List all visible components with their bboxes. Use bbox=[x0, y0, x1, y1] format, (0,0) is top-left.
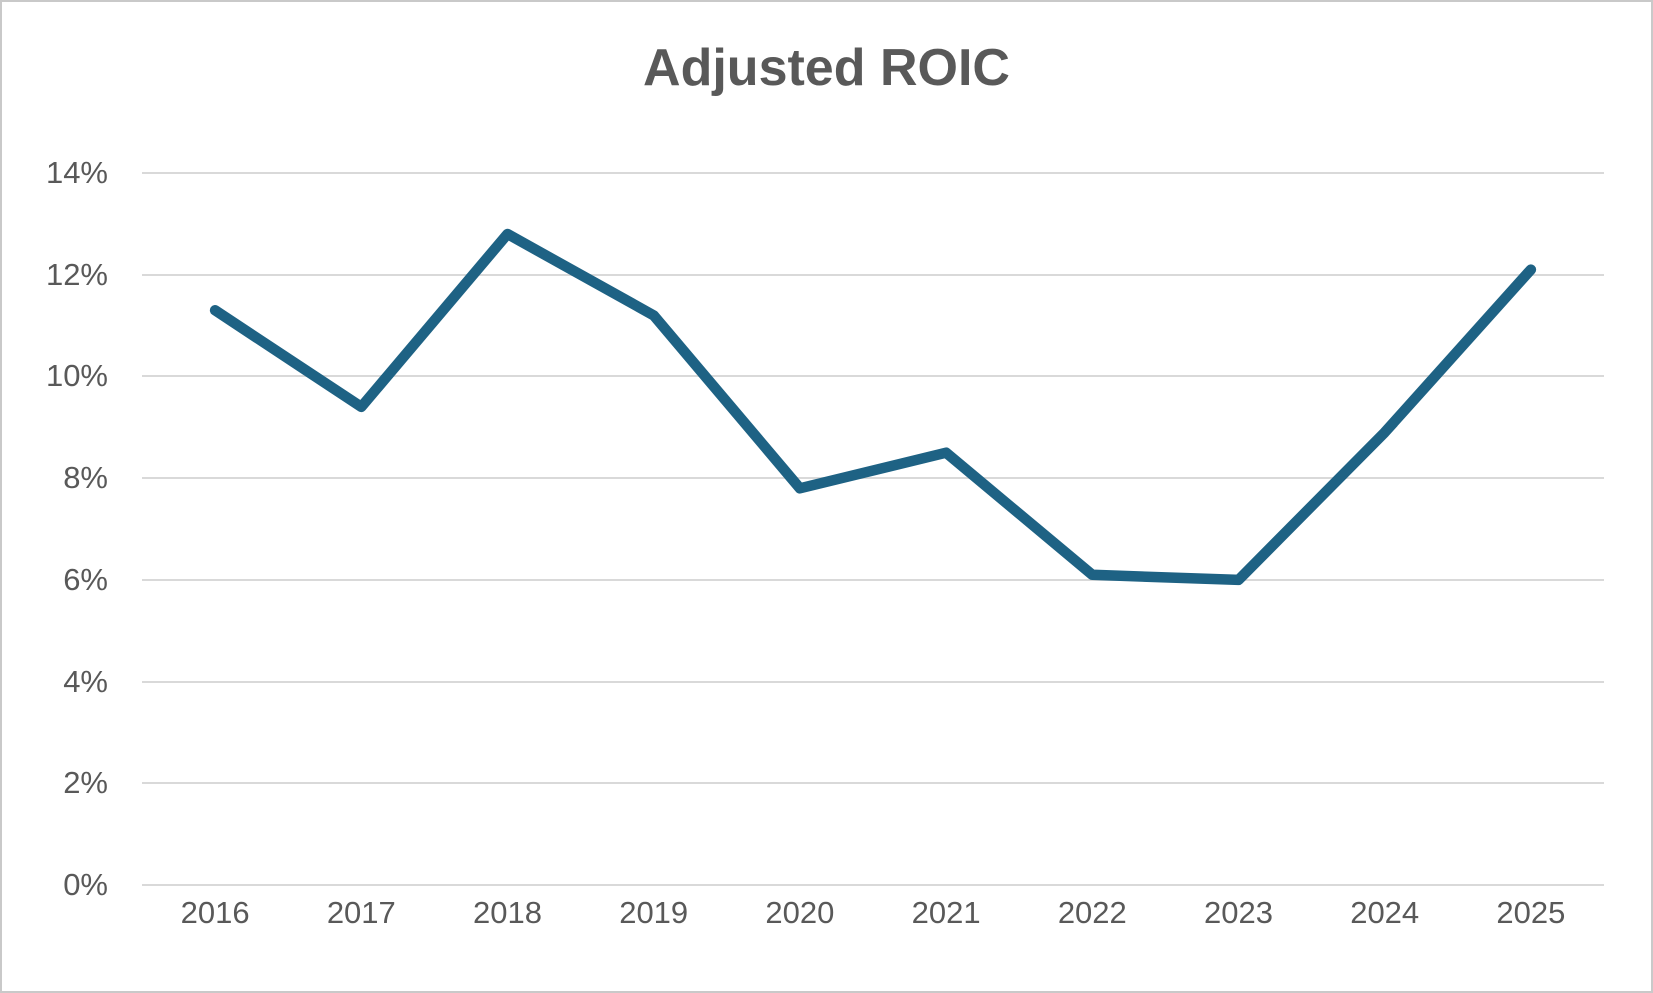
y-axis-tick-label: 12% bbox=[45, 256, 108, 292]
x-axis-tick-label: 2018 bbox=[473, 895, 542, 930]
gridline-12pct bbox=[142, 273, 1604, 276]
y-axis-tick-label: 14% bbox=[45, 155, 108, 190]
chart-title: Adjusted ROIC bbox=[643, 39, 1010, 97]
y-axis-tick-label: 6% bbox=[63, 561, 108, 597]
y-axis-tick-label: 0% bbox=[63, 867, 108, 902]
y-axis-tick-label: 2% bbox=[63, 765, 108, 801]
x-axis-tick-label: 2020 bbox=[765, 895, 835, 930]
gridline-8pct bbox=[142, 477, 1604, 480]
y-axis-tick-label: 10% bbox=[45, 358, 108, 394]
gridline-4pct bbox=[142, 680, 1604, 683]
plot-area bbox=[142, 172, 1604, 886]
x-axis-tick-label: 2017 bbox=[326, 895, 396, 930]
x-axis-tick-label: 2023 bbox=[1204, 895, 1273, 930]
x-axis-tick-label: 2016 bbox=[180, 895, 250, 930]
y-axis-tick-label: 4% bbox=[63, 663, 108, 699]
y-axis-tick-label: 8% bbox=[63, 460, 108, 496]
x-axis-tick-label: 2021 bbox=[911, 895, 981, 930]
gridline-0pct bbox=[142, 884, 1604, 886]
gridline-2pct bbox=[142, 782, 1604, 785]
gridline-10pct bbox=[142, 375, 1604, 378]
x-axis-tick-label: 2019 bbox=[619, 895, 689, 930]
gridline-14pct bbox=[142, 172, 1604, 174]
x-axis-tick-label: 2025 bbox=[1496, 895, 1566, 930]
gridline-6pct bbox=[142, 578, 1604, 581]
x-axis-tick-label: 2022 bbox=[1057, 895, 1127, 930]
x-axis-tick-label: 2024 bbox=[1350, 895, 1420, 930]
